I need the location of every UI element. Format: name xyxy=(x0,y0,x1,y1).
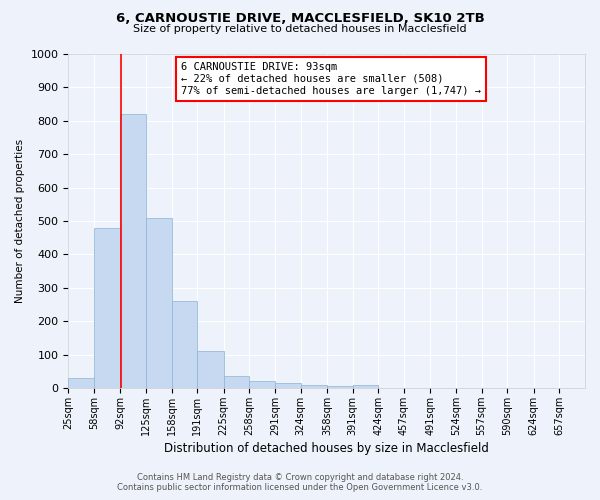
Text: 6, CARNOUSTIE DRIVE, MACCLESFIELD, SK10 2TB: 6, CARNOUSTIE DRIVE, MACCLESFIELD, SK10 … xyxy=(116,12,484,26)
Bar xyxy=(275,383,301,388)
Bar xyxy=(172,301,197,388)
Y-axis label: Number of detached properties: Number of detached properties xyxy=(15,139,25,303)
X-axis label: Distribution of detached houses by size in Macclesfield: Distribution of detached houses by size … xyxy=(164,442,489,455)
Bar xyxy=(301,385,327,388)
Bar xyxy=(327,386,353,388)
Bar xyxy=(224,376,250,388)
Bar xyxy=(197,351,224,388)
Bar xyxy=(94,228,121,388)
Bar xyxy=(68,378,94,388)
Bar xyxy=(146,218,172,388)
Text: Contains HM Land Registry data © Crown copyright and database right 2024.
Contai: Contains HM Land Registry data © Crown c… xyxy=(118,473,482,492)
Text: Size of property relative to detached houses in Macclesfield: Size of property relative to detached ho… xyxy=(133,24,467,34)
Bar xyxy=(121,114,146,388)
Bar xyxy=(353,384,379,388)
Bar xyxy=(250,381,275,388)
Text: 6 CARNOUSTIE DRIVE: 93sqm
← 22% of detached houses are smaller (508)
77% of semi: 6 CARNOUSTIE DRIVE: 93sqm ← 22% of detac… xyxy=(181,62,481,96)
